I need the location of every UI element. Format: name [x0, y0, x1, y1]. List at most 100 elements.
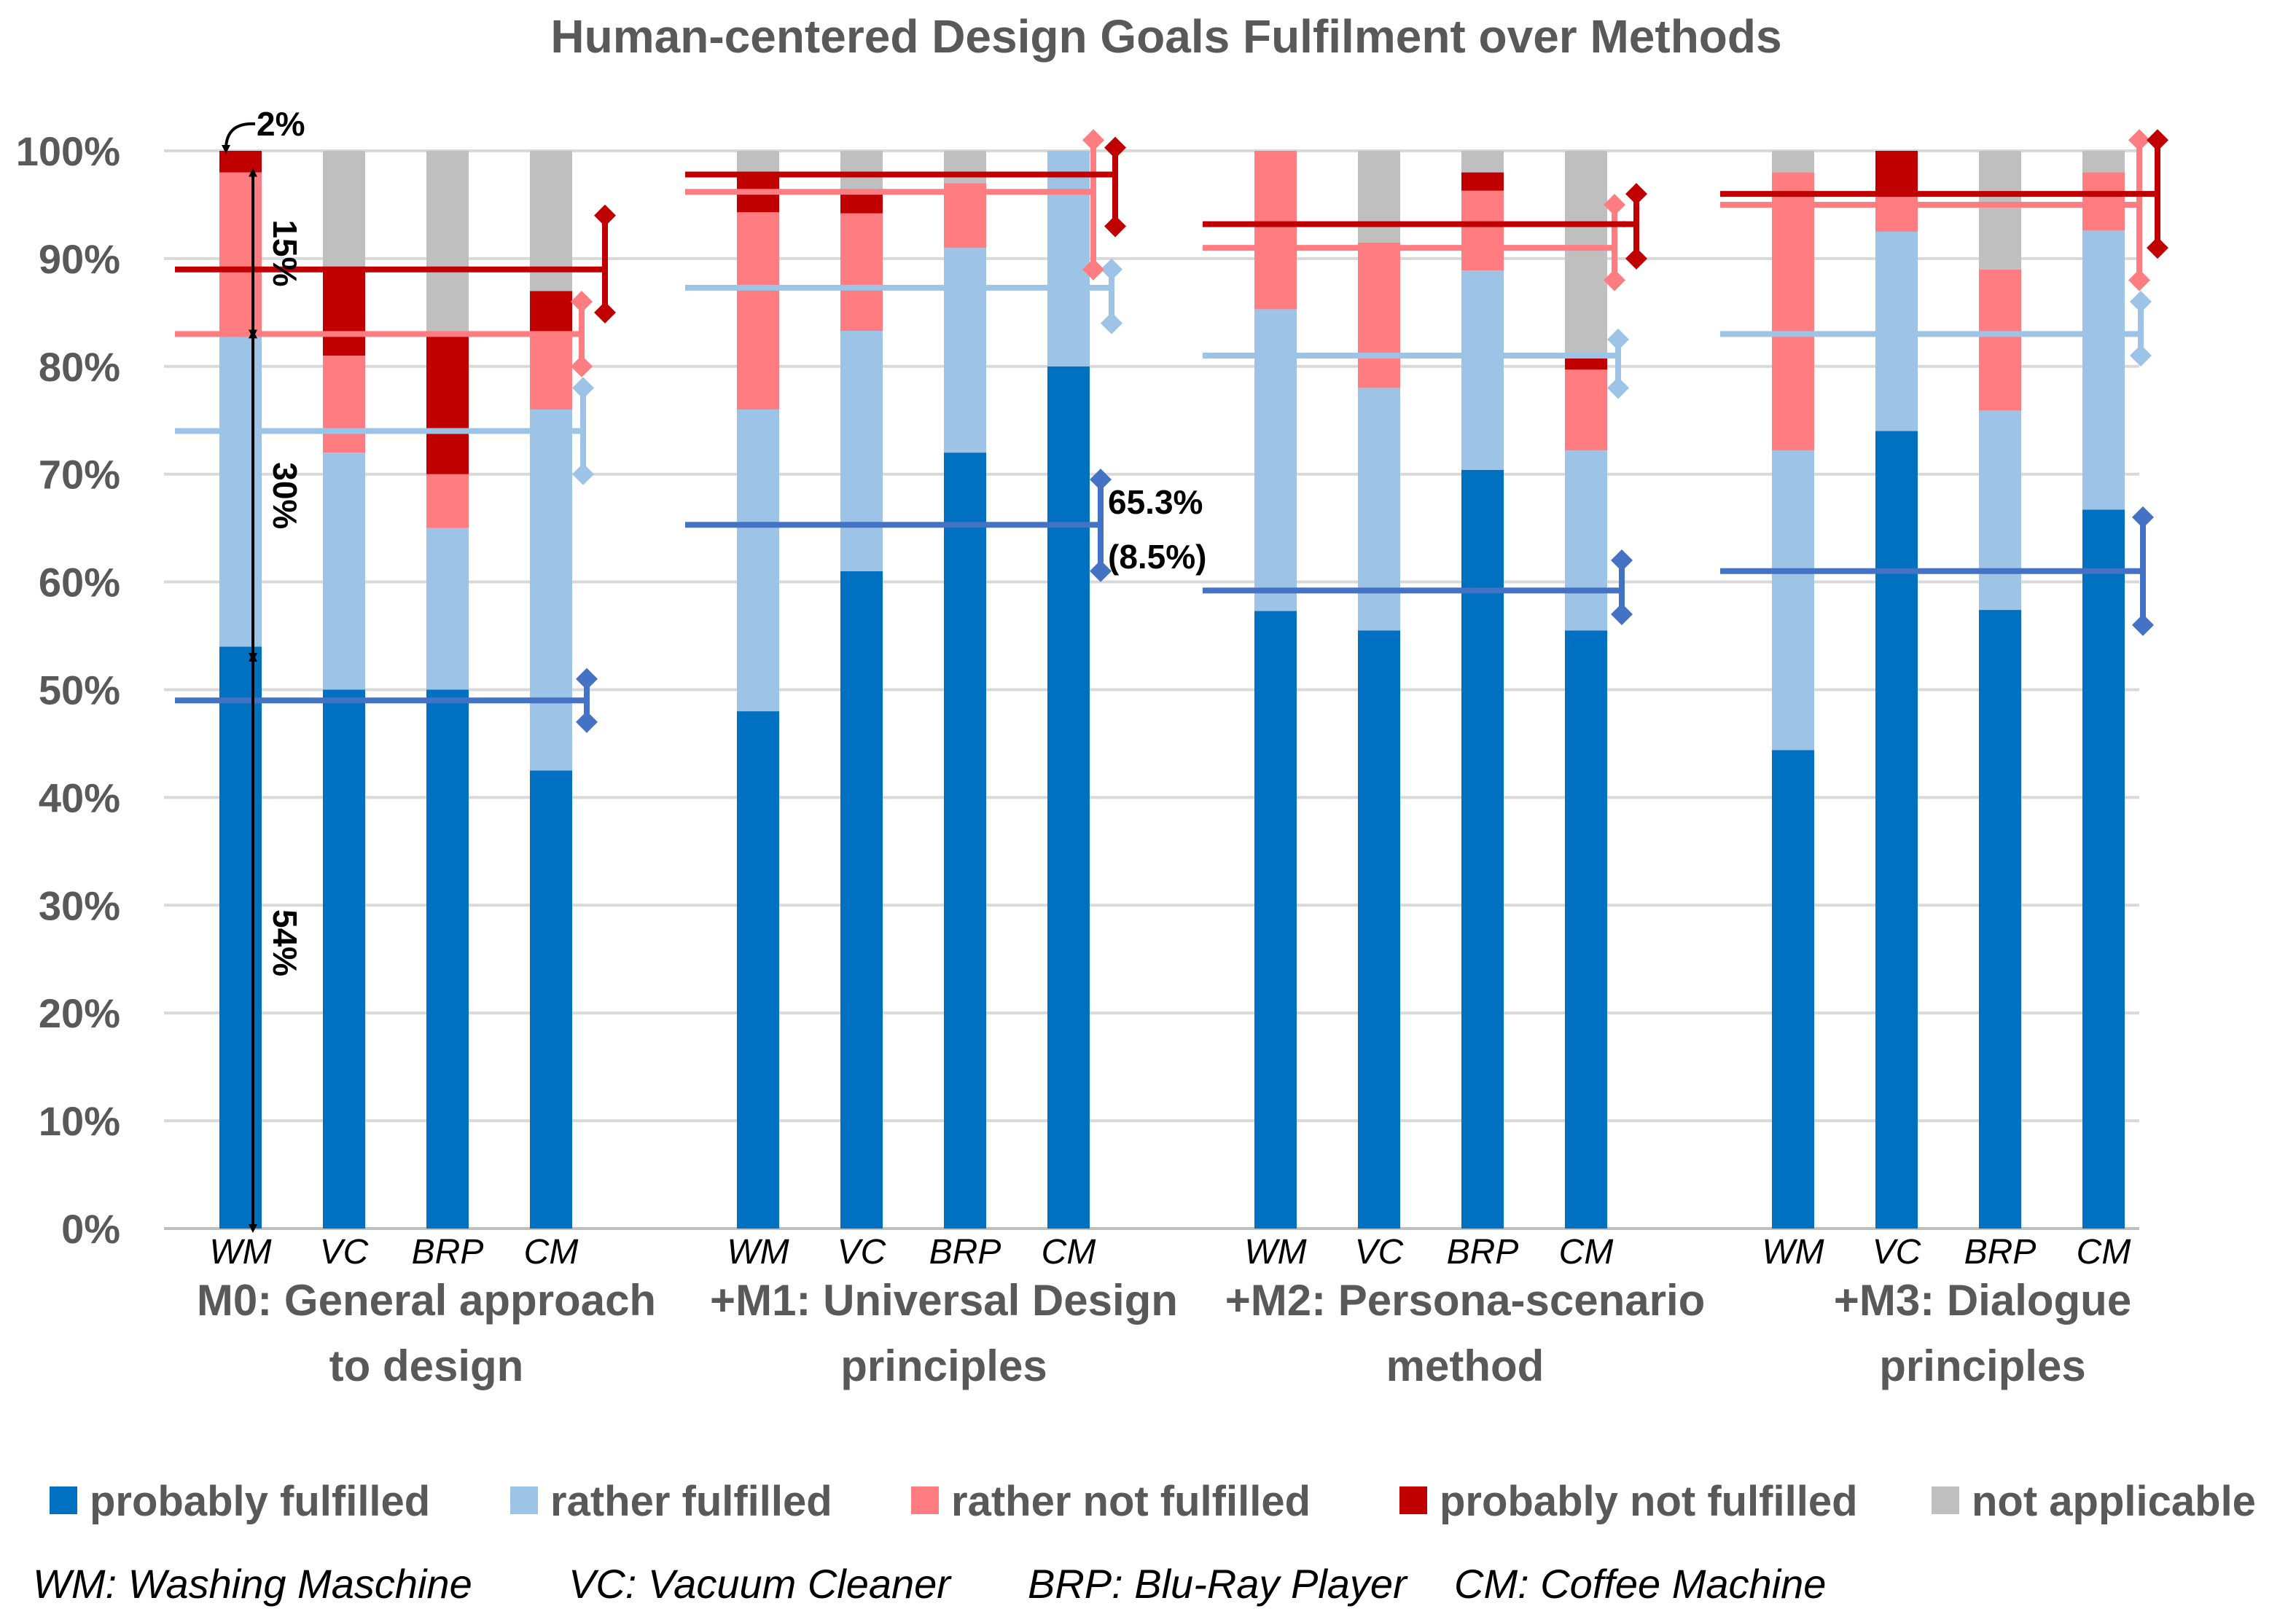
- legend-swatch: [911, 1486, 939, 1514]
- legend-swatch: [1932, 1486, 1959, 1514]
- annotation-30: 30%: [266, 462, 304, 529]
- x-tick-label: WM: [727, 1233, 789, 1272]
- x-tick-label: BRP: [1447, 1233, 1519, 1272]
- y-tick-label: 90%: [39, 236, 120, 282]
- bar-segment-not-applicable: [1979, 151, 2021, 270]
- whisker-cap: [2132, 506, 2154, 528]
- bar-segment-probably-not-fulfilled: [840, 194, 883, 213]
- whisker-cap: [2132, 614, 2154, 636]
- x-tick-label: CM: [1042, 1233, 1096, 1272]
- legend-label: rather fulfilled: [550, 1478, 832, 1525]
- whisker-cap: [571, 291, 593, 313]
- whisker-cap: [1101, 258, 1122, 281]
- whisker-cap: [1611, 549, 1633, 572]
- bar-segment-rather-fulfilled: [323, 453, 365, 690]
- bar-segment-probably-fulfilled: [1254, 611, 1297, 1229]
- annotation-54: 54%: [266, 909, 304, 976]
- bar-segment-rather-not-fulfilled: [1772, 172, 1814, 451]
- whisker-cap: [1607, 328, 1629, 350]
- annotation-2: 2%: [257, 105, 305, 143]
- x-tick-label: BRP: [1964, 1233, 2037, 1272]
- y-tick-label: 60%: [39, 560, 120, 606]
- bar-segment-rather-not-fulfilled: [219, 172, 262, 334]
- x-tick-label: BRP: [412, 1233, 484, 1272]
- abbreviation: WM: Washing Maschine: [33, 1561, 472, 1607]
- whisker-cap: [1101, 312, 1122, 334]
- bar-segment-rather-fulfilled: [426, 528, 469, 690]
- bar-segment-probably-fulfilled: [323, 689, 365, 1229]
- abbreviation-legend: WM: Washing Maschine VC: Vacuum Cleaner BR…: [33, 1561, 1826, 1607]
- legend-swatch: [50, 1486, 77, 1514]
- bar-segment-probably-fulfilled: [737, 711, 779, 1229]
- bar-segment-not-applicable: [1461, 151, 1504, 173]
- y-tick-label: 80%: [39, 344, 120, 390]
- bar-segment-rather-not-fulfilled: [1461, 190, 1504, 271]
- bar-segment-rather-not-fulfilled: [1358, 242, 1400, 388]
- bar-segment-rather-fulfilled: [1358, 388, 1400, 631]
- bar-segment-rather-not-fulfilled: [426, 474, 469, 528]
- bar-segment-probably-not-fulfilled: [323, 269, 365, 356]
- group-label: method: [1386, 1341, 1545, 1390]
- bar-segment-rather-not-fulfilled: [2082, 172, 2125, 231]
- x-tick-label: CM: [1559, 1233, 1614, 1272]
- mean-lines: [175, 129, 2168, 733]
- whisker-cap: [1604, 269, 1625, 291]
- bar-segment-rather-fulfilled: [1772, 450, 1814, 751]
- bar-segment-probably-fulfilled: [1979, 610, 2021, 1229]
- legend-label: probably fulfilled: [90, 1478, 430, 1525]
- whisker-cap: [2147, 237, 2168, 259]
- legend: probably fulfilled rather fulfilled rather…: [50, 1478, 2256, 1525]
- bar-segment-probably-not-fulfilled: [426, 334, 469, 474]
- bar-segment-probably-fulfilled: [1461, 469, 1504, 1229]
- whisker-cap: [1625, 183, 1647, 205]
- bar-segment-rather-not-fulfilled: [323, 356, 365, 453]
- bar-segment-rather-not-fulfilled: [1979, 269, 2021, 411]
- y-tick-label: 70%: [39, 452, 120, 498]
- whisker-cap: [1625, 247, 1647, 270]
- bar-segment-probably-fulfilled: [426, 689, 469, 1229]
- x-tick-label: WM: [1762, 1233, 1824, 1272]
- bar-segment-rather-fulfilled: [1565, 450, 1607, 631]
- x-tick-label: VC: [1355, 1233, 1404, 1272]
- y-tick-label: 30%: [39, 882, 120, 928]
- y-tick-label: 40%: [39, 775, 120, 820]
- group-label: to design: [329, 1341, 524, 1390]
- whisker-cap: [571, 355, 593, 377]
- bars: [219, 151, 2125, 1229]
- bar-segment-probably-fulfilled: [1772, 750, 1814, 1229]
- whisker-cap: [1090, 560, 1112, 582]
- whisker-cap: [576, 667, 598, 690]
- legend-swatch: [1399, 1486, 1427, 1514]
- whisker-cap: [572, 377, 594, 399]
- whisker-cap: [1090, 469, 1112, 491]
- abbreviation: VC: Vacuum Cleaner: [569, 1561, 952, 1607]
- bar-segment-rather-not-fulfilled: [1565, 369, 1607, 451]
- whisker-cap: [1104, 215, 1126, 238]
- bar-segment-rather-not-fulfilled: [530, 334, 572, 410]
- bar-segment-rather-not-fulfilled: [1875, 194, 1918, 232]
- bar-segment-rather-fulfilled: [219, 334, 262, 647]
- bar-segment-probably-not-fulfilled: [1875, 151, 1918, 195]
- y-tick-label: 20%: [39, 990, 120, 1036]
- group-label: +M3: Dialogue: [1834, 1276, 2131, 1325]
- x-tick-label: WM: [209, 1233, 271, 1272]
- group-label: +M2: Persona-scenario: [1225, 1276, 1706, 1325]
- bar-segment-rather-fulfilled: [1254, 309, 1297, 611]
- x-axis: WM VC BRP CM M0: General approach to design WM…: [197, 1233, 2131, 1390]
- bar-segment-rather-fulfilled: [1047, 151, 1090, 367]
- y-tick-label: 100%: [16, 128, 120, 174]
- abbreviation: BRP: Blu-Ray Player: [1028, 1561, 1408, 1607]
- chart-title: Human-centered Design Goals Fulfilment o…: [550, 10, 1781, 63]
- x-tick-label: BRP: [929, 1233, 1001, 1272]
- abbreviation: CM: Coffee Machine: [1454, 1561, 1826, 1607]
- x-tick-label: CM: [524, 1233, 579, 1272]
- callout-2: [222, 122, 256, 154]
- bar-segment-not-applicable: [323, 151, 365, 270]
- bar-segment-not-applicable: [1565, 151, 1607, 356]
- x-tick-label: CM: [2077, 1233, 2131, 1272]
- group-label: M0: General approach: [197, 1276, 656, 1325]
- bar-segment-not-applicable: [944, 151, 986, 184]
- y-tick-label: 50%: [39, 667, 120, 713]
- group-label: principles: [840, 1341, 1047, 1390]
- bar-segment-probably-not-fulfilled: [219, 151, 262, 173]
